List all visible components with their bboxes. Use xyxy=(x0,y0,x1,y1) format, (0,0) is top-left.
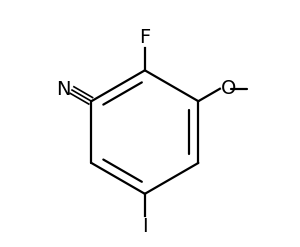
Text: I: I xyxy=(142,217,148,236)
Text: O: O xyxy=(221,79,237,98)
Text: F: F xyxy=(139,28,151,47)
Text: N: N xyxy=(56,80,70,99)
